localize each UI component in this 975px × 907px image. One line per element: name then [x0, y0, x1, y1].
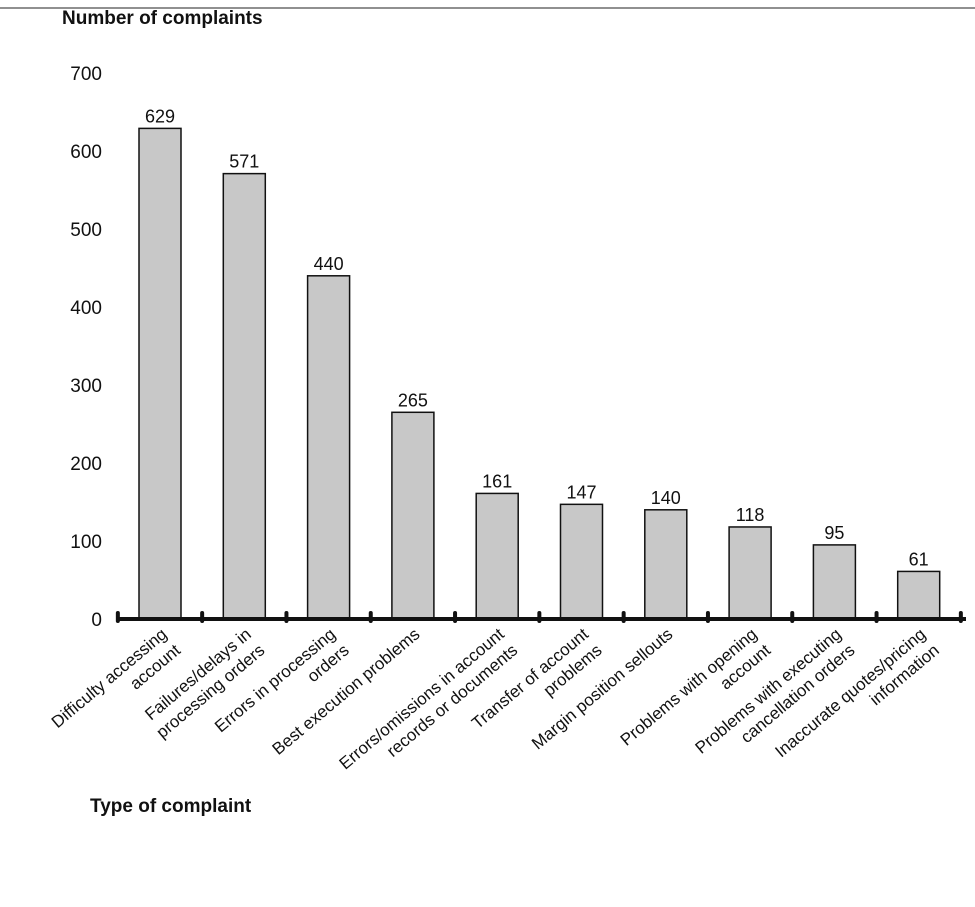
bars — [138, 127, 941, 620]
data-label: 147 — [566, 482, 596, 502]
bar — [559, 503, 604, 620]
data-label: 118 — [736, 505, 765, 525]
bar — [138, 127, 182, 620]
x-axis — [115, 611, 966, 623]
y-tick-label: 700 — [70, 64, 102, 85]
y-tick-label: 400 — [70, 298, 102, 319]
data-label: 140 — [651, 488, 681, 508]
bar — [728, 526, 772, 620]
y-tick-label: 0 — [91, 610, 102, 631]
data-label: 161 — [482, 471, 512, 491]
y-tick-label: 300 — [70, 376, 102, 397]
data-label: 440 — [314, 254, 344, 274]
bar — [812, 544, 857, 620]
data-label: 61 — [909, 549, 929, 569]
category-label-line: Errors/omissions in account — [336, 624, 508, 773]
y-tick-label: 200 — [70, 454, 102, 475]
bar — [306, 275, 351, 620]
data-label: 95 — [824, 523, 844, 543]
bar — [896, 570, 941, 620]
data-label: 629 — [145, 106, 175, 126]
data-label: 571 — [229, 152, 259, 172]
data-label: 265 — [398, 390, 428, 410]
y-tick-label: 500 — [70, 220, 102, 241]
bar — [391, 411, 435, 620]
data-labels: 629 571 440 265 161 147 140 118 95 61 — [145, 106, 929, 569]
category-label-line: Problems with executing — [692, 625, 845, 758]
x-axis-title: Type of complaint — [90, 796, 252, 817]
y-tick-label: 100 — [70, 532, 102, 553]
category-labels: Difficulty accessingaccountFailures/dela… — [48, 624, 943, 773]
bar — [222, 172, 267, 620]
bar — [475, 492, 519, 620]
y-tick-labels: 0 100 200 300 400 500 600 700 — [70, 64, 102, 631]
bar — [644, 509, 688, 620]
y-tick-label: 600 — [70, 142, 102, 163]
y-axis-title: Number of complaints — [62, 8, 263, 29]
